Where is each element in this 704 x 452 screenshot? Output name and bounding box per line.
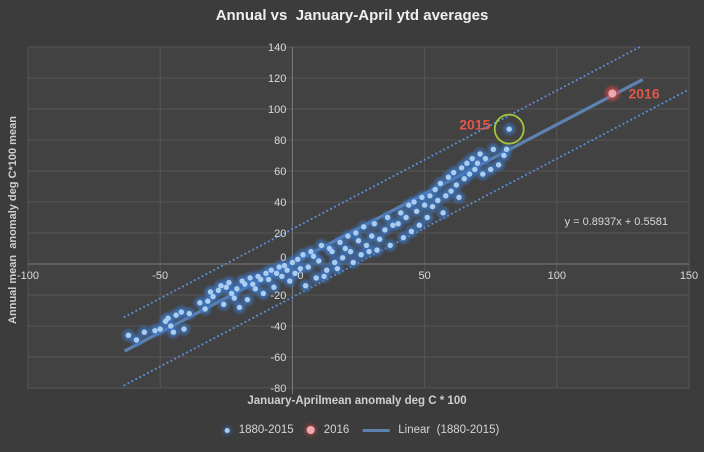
svg-text:50: 50: [418, 270, 430, 282]
tick-labels: -80 -60 -40 -20 0 20 40 60 80 100 120 140 -100 -50 0 50…: [17, 42, 698, 395]
legend-item-2016: 2016: [306, 424, 350, 436]
legend-item-1880-2015: 1880-2015: [224, 424, 294, 436]
svg-text:80: 80: [274, 135, 286, 147]
annotations: 2015 2016 y = 0.8937x + 0.5581: [459, 85, 668, 228]
svg-text:0: 0: [280, 252, 286, 264]
confidence-band-lower: [123, 88, 690, 387]
scatter-series-1880-2015: [120, 121, 518, 348]
svg-text:0: 0: [297, 270, 303, 282]
highlight-circle-2015: [493, 113, 525, 145]
svg-text:y = 0.8937x + 0.5581: y = 0.8937x + 0.5581: [565, 216, 668, 228]
svg-text:120: 120: [268, 73, 286, 85]
svg-text:-100: -100: [17, 270, 39, 282]
legend-label-1880-2015: 1880-2015: [238, 424, 294, 436]
legend-label-linear: Linear (1880-2015): [398, 424, 500, 436]
legend-item-linear: Linear (1880-2015): [362, 424, 499, 436]
scatter-series-2016: [602, 84, 622, 103]
svg-text:-20: -20: [270, 290, 286, 302]
y-axis-title: Annual mean anomaly deg C*100 mean: [7, 116, 19, 324]
confidence-band-upper: [123, 46, 641, 318]
x-axis-title: January-Aprilmean anomaly deg C * 100: [247, 395, 467, 407]
blue-dot-marker-icon: [224, 427, 230, 433]
svg-text:-80: -80: [270, 383, 286, 395]
svg-text:60: 60: [274, 166, 286, 178]
svg-text:40: 40: [274, 197, 286, 209]
svg-text:-50: -50: [152, 270, 168, 282]
svg-text:100: 100: [268, 104, 286, 116]
svg-text:-60: -60: [270, 352, 286, 364]
svg-text:20: 20: [274, 228, 286, 240]
svg-text:100: 100: [548, 270, 566, 282]
svg-text:2016: 2016: [628, 85, 659, 101]
chart-legend: 1880-2015 2016 Linear (1880-2015): [224, 424, 499, 436]
svg-text:150: 150: [680, 270, 698, 282]
svg-text:2015: 2015: [459, 116, 490, 132]
chart-title: Annual vs January-April ytd averages: [215, 7, 489, 24]
pink-dot-marker-icon: [306, 426, 315, 434]
trend-line-marker-icon: [362, 428, 390, 432]
legend-label-2016: 2016: [323, 424, 350, 436]
svg-text:140: 140: [268, 42, 286, 54]
svg-text:-40: -40: [270, 321, 286, 333]
